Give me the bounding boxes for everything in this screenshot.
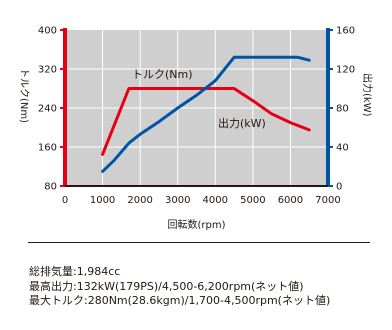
y-right-tick-label: 80 bbox=[336, 104, 349, 115]
y-right-tick-label: 120 bbox=[336, 65, 355, 76]
y-right-tick-label: 40 bbox=[336, 143, 349, 154]
x-tick-label: 4000 bbox=[203, 195, 228, 206]
x-tick-label: 1000 bbox=[90, 195, 115, 206]
x-tick-label: 5000 bbox=[240, 195, 265, 206]
x-tick-label: 7000 bbox=[315, 195, 340, 206]
x-tick-label: 0 bbox=[62, 195, 68, 206]
y-left-tick-label: 240 bbox=[38, 104, 57, 115]
y-axis-right-label: 出力(kW) bbox=[361, 73, 374, 117]
power-line bbox=[101, 55, 311, 173]
y-left-tick-label: 320 bbox=[38, 65, 57, 76]
series-layer bbox=[101, 55, 311, 173]
y-right-tick-label: 160 bbox=[336, 26, 355, 37]
x-tick-label: 6000 bbox=[278, 195, 303, 206]
series-label-torque: トルク(Nm) bbox=[132, 68, 193, 81]
divider bbox=[28, 242, 370, 243]
spec-max-power: 最高出力:132kW(179PS)/4,500-6,200rpm(ネット値) bbox=[29, 279, 304, 293]
x-tick-label: 3000 bbox=[165, 195, 190, 206]
y-left-tick-label: 160 bbox=[38, 143, 57, 154]
y-axis-left-label: トルク(Nm) bbox=[18, 68, 30, 123]
series-label-power: 出力(kW) bbox=[218, 116, 266, 130]
x-axis-label: 回転数(rpm) bbox=[167, 218, 225, 231]
y-left-tick-label: 400 bbox=[38, 26, 57, 37]
y-right-tick-label: 0 bbox=[336, 182, 342, 193]
torque-line bbox=[101, 87, 311, 156]
tick-labels: 0 1000 2000 3000 4000 5000 6000 700080160240320… bbox=[38, 26, 355, 207]
y-left-tick-label: 80 bbox=[44, 182, 57, 193]
spec-displacement: 総排気量:1,984cc bbox=[29, 265, 121, 278]
x-tick-label: 2000 bbox=[127, 195, 152, 206]
y-gridlines bbox=[65, 68, 328, 148]
spec-max-torque: 最大トルク:280Nm(28.6kgm)/1,700-4,500rpm(ネット値… bbox=[29, 294, 331, 307]
engine-performance-chart: 0 1000 2000 3000 4000 5000 6000 700080160240320… bbox=[18, 26, 374, 232]
spec-block: 総排気量:1,984cc 最高出力:132kW(179PS)/4,500-6,2… bbox=[29, 265, 330, 309]
